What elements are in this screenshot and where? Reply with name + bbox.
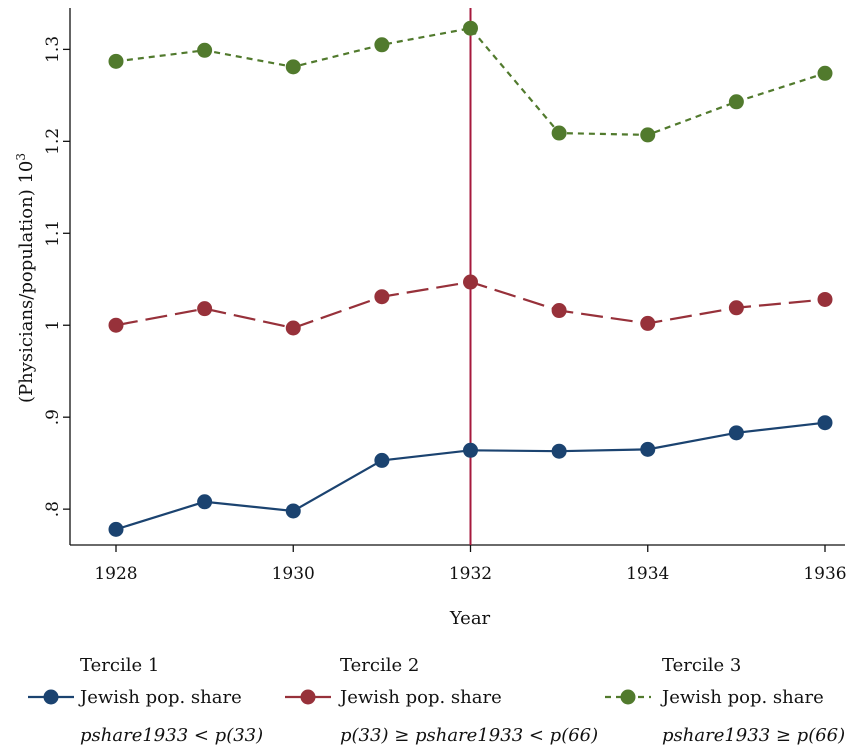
data-point-tercile-3 [728,94,744,110]
data-point-tercile-3 [108,53,124,69]
legend-marker-tercile-3 [620,689,636,705]
data-point-tercile-2 [374,289,390,305]
data-point-tercile-1 [463,442,478,458]
x-tick-label: 1932 [449,564,492,584]
legend-label-tercile-2: Jewish pop. share [338,687,502,708]
x-tick-label: 1930 [272,564,315,584]
data-point-tercile-2 [817,291,833,307]
data-point-tercile-3 [817,65,833,81]
y-axis-title-main: (Physicians/population) 10 [16,161,37,403]
data-point-tercile-3 [551,125,567,141]
data-point-tercile-1 [285,503,301,519]
data-point-tercile-1 [817,415,833,431]
legend-condition-tercile-3: pshare1933 ≥ p(66) [662,725,845,746]
legend-marker-tercile-2 [300,689,316,705]
legend-marker-tercile-1 [43,689,59,705]
y-tick-label: 1.3 [43,36,63,63]
data-point-tercile-1 [108,521,124,537]
data-point-tercile-1 [197,494,213,510]
legend-label-tercile-1: Jewish pop. share [78,687,242,708]
legend-title-tercile-1: Tercile 1 [80,655,159,676]
data-point-tercile-2 [197,301,213,317]
data-point-tercile-3 [463,20,478,36]
x-tick-label: 1928 [94,564,137,584]
data-point-tercile-2 [551,303,567,319]
legend-title-tercile-3: Tercile 3 [662,655,741,676]
data-point-tercile-3 [374,37,390,53]
data-point-tercile-2 [728,300,744,316]
legend-condition-tercile-2: p(33) ≥ pshare1933 < p(66) [340,725,598,746]
legend: Tercile 1 Jewish pop. share pshare1933 < p… [28,655,845,746]
data-point-tercile-2 [108,317,124,333]
data-point-tercile-2 [640,315,656,331]
data-point-tercile-1 [551,443,567,459]
x-axis-title: Year [449,608,491,629]
y-tick-label: 1.1 [43,220,63,247]
y-tick-label: .9 [43,409,63,425]
data-point-tercile-3 [285,59,301,75]
data-point-tercile-1 [374,452,390,468]
series-group [108,20,833,537]
data-point-tercile-2 [285,320,301,336]
data-point-tercile-1 [728,425,744,441]
legend-title-tercile-2: Tercile 2 [340,655,419,676]
y-tick-label: .8 [43,501,63,517]
series-line-tercile-3 [115,27,826,136]
data-point-tercile-1 [640,441,656,457]
y-tick-label: 1.2 [43,128,63,155]
legend-condition-tercile-1: pshare1933 < p(33) [80,725,263,746]
y-axis-title: (Physicians/population) 103 [14,153,37,403]
y-tick-label: 1 [43,320,63,331]
data-point-tercile-3 [640,127,656,143]
x-tick-label: 1934 [626,564,669,584]
data-point-tercile-2 [463,274,478,290]
plot-axes: .8 .9 1 1.1 1.2 1.3 1928 1930 1932 1934 1936 [43,8,847,584]
y-axis-title-superscript: 3 [14,153,28,161]
legend-label-tercile-3: Jewish pop. share [660,687,824,708]
data-point-tercile-3 [197,42,213,58]
x-tick-label: 1936 [803,564,846,584]
